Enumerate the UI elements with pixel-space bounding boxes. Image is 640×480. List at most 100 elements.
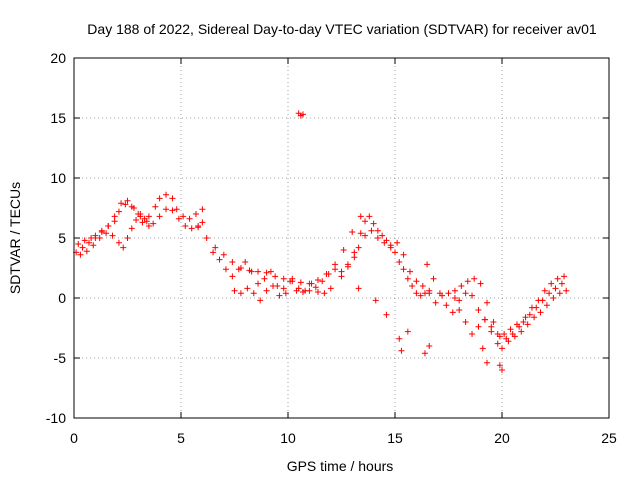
data-point	[229, 259, 236, 265]
data-point	[520, 319, 527, 325]
data-point	[203, 235, 210, 241]
data-point	[419, 283, 426, 289]
data-point	[222, 266, 229, 273]
data-point	[387, 244, 394, 251]
data-point	[216, 256, 223, 263]
data-point	[175, 215, 182, 222]
data-point	[267, 268, 274, 275]
data-point	[496, 362, 503, 369]
data-point	[297, 279, 304, 286]
data-point	[563, 287, 570, 294]
data-point	[257, 297, 264, 304]
data-point	[469, 292, 476, 299]
data-point	[426, 343, 433, 349]
data-point	[518, 328, 525, 335]
y-tick-label: -10	[46, 410, 66, 426]
data-point	[505, 338, 512, 345]
data-point	[173, 206, 180, 213]
data-point	[270, 283, 277, 289]
series-group	[77, 211, 152, 258]
data-point	[79, 244, 86, 251]
data-point	[511, 333, 518, 340]
data-point	[456, 297, 463, 304]
data-point	[188, 225, 195, 232]
series-group	[195, 213, 364, 287]
data-point	[96, 235, 103, 241]
data-point	[115, 239, 122, 246]
data-point	[404, 275, 411, 282]
data-point	[276, 292, 283, 299]
data-point	[528, 304, 535, 311]
data-point	[351, 249, 358, 256]
data-point	[182, 223, 189, 229]
data-point	[479, 345, 486, 352]
data-point	[426, 290, 433, 297]
x-tick-label: 20	[494, 430, 510, 446]
data-point	[488, 328, 495, 335]
data-point	[451, 295, 458, 301]
data-point	[443, 302, 450, 309]
x-axis-label: GPS time / hours	[287, 458, 394, 474]
data-point	[355, 285, 362, 292]
data-point	[546, 290, 553, 297]
series-group	[424, 261, 565, 337]
data-point	[432, 299, 439, 306]
data-point	[263, 287, 270, 294]
data-point	[554, 275, 561, 282]
data-point	[237, 290, 244, 297]
series-group	[231, 275, 334, 304]
data-point	[535, 297, 542, 304]
data-point	[548, 280, 555, 287]
data-point	[417, 292, 424, 299]
data-point	[111, 213, 118, 220]
data-point	[499, 345, 505, 352]
data-point	[308, 280, 315, 287]
data-point	[424, 261, 431, 268]
data-point	[103, 230, 110, 237]
data-point	[355, 244, 362, 251]
data-point	[449, 309, 456, 316]
data-point	[357, 230, 364, 237]
data-point	[255, 280, 262, 287]
data-point	[499, 367, 505, 373]
data-point	[396, 259, 403, 265]
data-point	[464, 278, 471, 285]
x-tick-label: 25	[601, 430, 617, 446]
data-point	[115, 208, 122, 215]
data-point	[484, 359, 491, 366]
x-tick-label: 10	[280, 430, 296, 446]
data-point	[398, 347, 405, 354]
data-point	[122, 201, 129, 208]
data-point	[445, 290, 452, 297]
data-point	[396, 335, 403, 342]
data-point	[344, 263, 351, 270]
data-point	[280, 285, 287, 292]
data-point	[186, 215, 193, 222]
data-point	[400, 266, 407, 273]
data-point	[118, 200, 125, 207]
data-point	[150, 220, 157, 227]
data-point	[133, 217, 140, 223]
data-point	[98, 229, 105, 235]
data-point	[374, 235, 381, 241]
data-point	[537, 309, 544, 316]
data-point	[558, 280, 565, 287]
data-point	[242, 259, 249, 265]
data-point	[192, 211, 199, 217]
data-point	[248, 268, 255, 275]
data-point	[561, 273, 568, 280]
data-point	[169, 195, 176, 202]
data-points	[73, 110, 570, 373]
chart-title: Day 188 of 2022, Sidereal Day-to-day VTE…	[87, 21, 597, 37]
data-point	[372, 297, 379, 304]
data-point	[120, 244, 127, 251]
x-tick-label: 5	[177, 430, 185, 446]
data-point	[105, 223, 112, 229]
data-point	[413, 278, 420, 285]
data-point	[392, 249, 398, 256]
data-point	[145, 223, 152, 229]
data-point	[477, 280, 484, 287]
data-point	[141, 215, 148, 222]
data-point	[280, 275, 287, 282]
data-point	[302, 287, 309, 294]
